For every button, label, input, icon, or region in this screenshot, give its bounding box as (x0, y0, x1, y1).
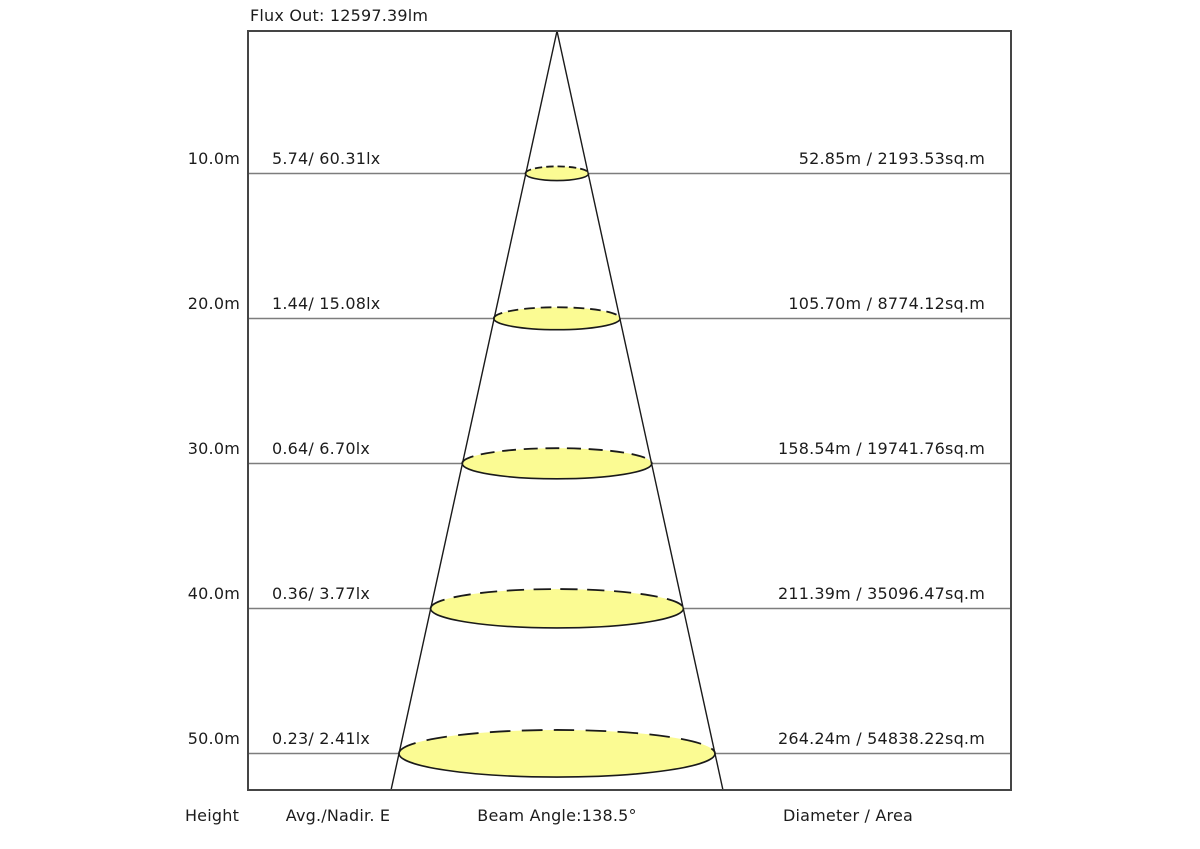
height-label: 50.0m (187, 728, 240, 748)
cone-edge-line (556, 30, 724, 791)
avg-nadir-value: 0.23/ 2.41lx (272, 728, 371, 748)
avg-nadir-value: 0.64/ 6.70lx (272, 438, 371, 458)
table-row: 30.0m 0.64/ 6.70lx 158.54m / 19741.76sq.… (0, 438, 1200, 460)
beam-spot-bottom-arc (461, 463, 653, 480)
beam-spot-fill (493, 307, 621, 330)
beam-spot-bottom-arc (429, 608, 685, 629)
table-row: 10.0m 5.74/ 60.31lx 52.85m / 2193.53sq.m (0, 148, 1200, 170)
beam-spot-fill (399, 729, 715, 778)
diameter-area-value: 105.70m / 8774.12sq.m (788, 293, 985, 313)
diameter-area-value: 264.24m / 54838.22sq.m (777, 728, 985, 748)
diameter-area-value: 158.54m / 19741.76sq.m (777, 438, 985, 458)
diameter-area-value: 52.85m / 2193.53sq.m (798, 148, 985, 168)
beam-spot-fill (462, 448, 652, 479)
table-row: 20.0m 1.44/ 15.08lx 105.70m / 8774.12sq.… (0, 293, 1200, 315)
beam-spot-top-arc (461, 447, 653, 464)
table-row: 40.0m 0.36/ 3.77lx 211.39m / 35096.47sq.… (0, 583, 1200, 605)
diagram-border (247, 30, 1012, 791)
height-label: 40.0m (187, 583, 240, 603)
beam-spot-fill (430, 589, 684, 628)
beam-spot-bottom-arc (524, 173, 590, 182)
height-label: 30.0m (187, 438, 240, 458)
height-label: 10.0m (187, 148, 240, 168)
beam-spot-top-arc (492, 306, 622, 319)
diameter-area-value: 211.39m / 35096.47sq.m (777, 583, 985, 603)
flux-out-title: Flux Out: 12597.39lm (250, 6, 429, 25)
footer-diameter-area-label: Diameter / Area (782, 806, 914, 825)
beam-spot-top-arc (429, 588, 685, 609)
beam-spot-top-arc (398, 729, 716, 754)
beam-spot-bottom-arc (398, 753, 716, 778)
avg-nadir-value: 5.74/ 60.31lx (272, 148, 381, 168)
beam-spot-bottom-arc (493, 318, 621, 331)
cone-edge-line (390, 30, 558, 791)
beam-spot-top-arc (524, 165, 590, 174)
footer-avg-nadir-label: Avg./Nadir. E (285, 806, 391, 825)
beam-spot-fill (525, 166, 589, 181)
table-row: 50.0m 0.23/ 2.41lx 264.24m / 54838.22sq.… (0, 728, 1200, 750)
footer-height-label: Height (184, 806, 240, 825)
avg-nadir-value: 1.44/ 15.08lx (272, 293, 381, 313)
height-label: 20.0m (187, 293, 240, 313)
avg-nadir-value: 0.36/ 3.77lx (272, 583, 371, 603)
footer-beam-angle-label: Beam Angle:138.5° (477, 806, 637, 825)
